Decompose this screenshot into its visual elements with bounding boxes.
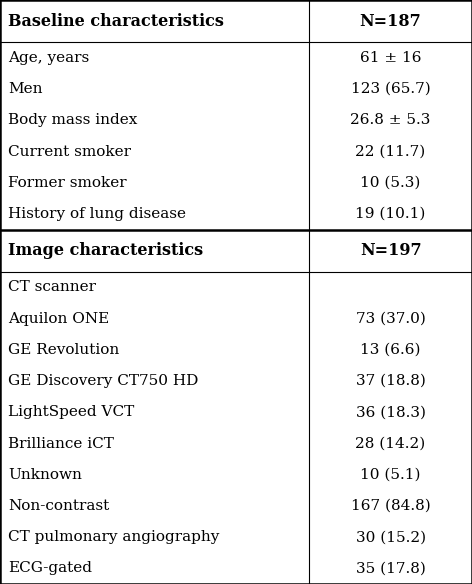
Text: 13 (6.6): 13 (6.6) (360, 343, 421, 357)
Text: Aquilon ONE: Aquilon ONE (8, 312, 110, 326)
Text: Non-contrast: Non-contrast (8, 499, 110, 513)
Text: Former smoker: Former smoker (8, 176, 127, 190)
Text: 19 (10.1): 19 (10.1) (355, 207, 426, 221)
Text: CT pulmonary angiography: CT pulmonary angiography (8, 530, 220, 544)
Text: 73 (37.0): 73 (37.0) (355, 312, 426, 326)
Text: Brilliance iCT: Brilliance iCT (8, 436, 114, 450)
Text: History of lung disease: History of lung disease (8, 207, 186, 221)
Text: 37 (18.8): 37 (18.8) (355, 374, 426, 388)
Text: CT scanner: CT scanner (8, 280, 96, 294)
Text: 35 (17.8): 35 (17.8) (355, 561, 426, 575)
Text: 123 (65.7): 123 (65.7) (351, 82, 430, 96)
Text: Unknown: Unknown (8, 468, 83, 482)
Text: 26.8 ± 5.3: 26.8 ± 5.3 (350, 113, 431, 127)
Text: GE Discovery CT750 HD: GE Discovery CT750 HD (8, 374, 199, 388)
Text: ECG-gated: ECG-gated (8, 561, 93, 575)
Text: 167 (84.8): 167 (84.8) (351, 499, 430, 513)
Text: 28 (14.2): 28 (14.2) (355, 436, 426, 450)
Text: 10 (5.1): 10 (5.1) (360, 468, 421, 482)
Text: Baseline characteristics: Baseline characteristics (8, 13, 224, 30)
Text: 22 (11.7): 22 (11.7) (355, 144, 426, 158)
Text: Body mass index: Body mass index (8, 113, 138, 127)
Text: N=197: N=197 (360, 242, 421, 259)
Text: N=187: N=187 (360, 13, 421, 30)
Text: 36 (18.3): 36 (18.3) (355, 405, 426, 419)
Text: Current smoker: Current smoker (8, 144, 132, 158)
Text: 61 ± 16: 61 ± 16 (360, 51, 421, 65)
Text: Image characteristics: Image characteristics (8, 242, 203, 259)
Text: 30 (15.2): 30 (15.2) (355, 530, 426, 544)
Text: GE Revolution: GE Revolution (8, 343, 120, 357)
Text: Men: Men (8, 82, 43, 96)
Text: Age, years: Age, years (8, 51, 90, 65)
Text: 10 (5.3): 10 (5.3) (361, 176, 421, 190)
Text: LightSpeed VCT: LightSpeed VCT (8, 405, 135, 419)
